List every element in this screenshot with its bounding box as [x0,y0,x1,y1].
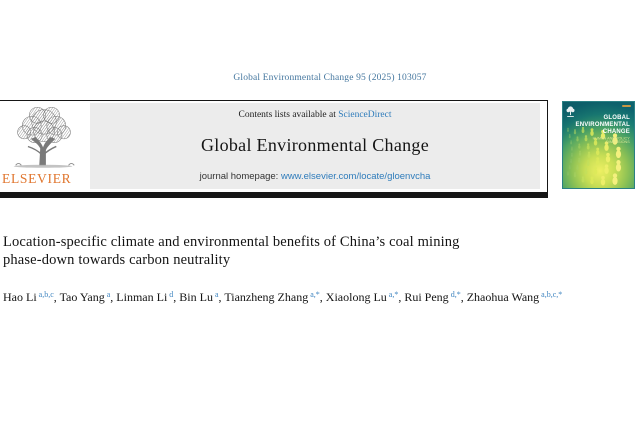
cover-volume-text [622,105,631,107]
author-superscript: a [106,289,111,299]
journal-header-row: ELSEVIER Contents lists available at Sci… [0,103,547,189]
elsevier-wordmark: ELSEVIER [2,171,72,186]
elsevier-logo: ELSEVIER [0,103,90,189]
author-name: Tao Yang [59,290,105,304]
author-superscript: a,* [310,289,320,299]
homepage-label: journal homepage: [199,171,281,182]
journal-citation: Global Environmental Change 95 (2025) 10… [233,73,427,83]
sciencedirect-link[interactable]: ScienceDirect [338,110,392,120]
author-name: Linman Li [116,290,168,304]
journal-header: ELSEVIER Contents lists available at Sci… [0,100,548,198]
journal-homepage-link[interactable]: www.elsevier.com/locate/gloenvcha [280,171,431,182]
contents-line: Contents lists available at ScienceDirec… [96,110,534,120]
homepage-line: journal homepage: www.elsevier.com/locat… [96,171,534,182]
cover-people-graphic [567,126,622,186]
author-name: Zhaohua Wang [466,290,540,304]
elsevier-cover-mark-icon [566,105,575,123]
author-superscript: a,* [388,289,399,299]
author-superscript: a,b,c,* [541,289,563,299]
author-name: Xiaolong Lu [325,290,387,304]
author-superscript: d,* [450,289,461,299]
author-name: Bin Lu [179,290,213,304]
contents-line-text: Contents lists available at [238,110,339,120]
author-name: Rui Peng [404,290,449,304]
author-name: Tianzheng Zhang [224,290,309,304]
journal-title: Global Environmental Change [200,135,430,155]
article-title: Location-specific climate and environmen… [3,234,460,268]
journal-cover: GLOBAL ENVIRONMENTAL CHANGE HUMAN AND POLI… [562,101,635,189]
author-superscript: a [214,289,219,299]
author-superscript: d [169,289,174,299]
cover-journal-title: GLOBAL ENVIRONMENTAL CHANGE [575,115,630,135]
header-thick-rule [0,192,547,198]
author-list: Hao Li a,b,c, Tao Yang a, Linman Li d, Bin … [3,289,563,304]
author-name: Hao Li [3,290,37,304]
cover-journal-subtitle: HUMAN AND POLICY DIMENSIONS [592,137,630,145]
journal-banner: Contents lists available at ScienceDirec… [90,103,540,189]
author-superscript: a,b,c [38,289,54,299]
elsevier-tree-icon [13,106,75,168]
